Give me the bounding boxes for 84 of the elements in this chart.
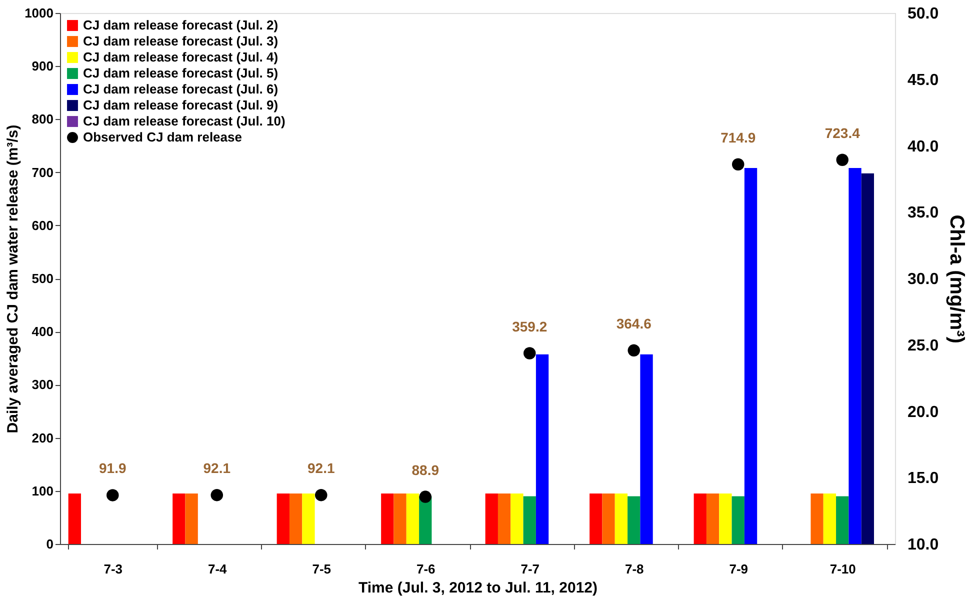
bar xyxy=(510,494,524,544)
y2-tick-label: 25.0 xyxy=(908,337,939,354)
bar xyxy=(836,496,849,544)
legend-label: CJ dam release forecast (Jul. 9) xyxy=(83,98,278,112)
bar xyxy=(614,494,628,544)
y-tick-label: 0 xyxy=(46,536,54,552)
bar xyxy=(523,496,536,544)
x-tick-label: 7-3 xyxy=(104,562,123,576)
y-tick-label: 100 xyxy=(32,483,54,498)
bar xyxy=(602,494,615,544)
bar xyxy=(172,494,186,544)
x-tick-label: 7-9 xyxy=(729,562,748,576)
x-tick-label: 7-5 xyxy=(312,562,332,576)
y-tick-label: 300 xyxy=(32,377,54,392)
bar xyxy=(68,494,81,544)
point xyxy=(524,347,536,360)
bar xyxy=(289,494,302,544)
bar xyxy=(848,168,862,544)
bar xyxy=(719,494,732,544)
bar xyxy=(485,494,498,544)
point xyxy=(106,489,119,502)
y2-tick-label: 50.0 xyxy=(908,6,939,22)
data-label: 364.6 xyxy=(616,315,652,332)
bar xyxy=(381,494,394,544)
bar xyxy=(394,494,406,544)
data-label: 92.1 xyxy=(308,460,335,476)
legend-label: CJ dam release forecast (Jul. 6) xyxy=(83,82,278,96)
legend-label: CJ dam release forecast (Jul. 10) xyxy=(83,114,286,128)
x-axis-title: Time (Jul. 3, 2012 to Jul. 11, 2012) xyxy=(358,580,598,596)
y2-tick-label: 30.0 xyxy=(908,271,939,288)
data-label: 92.1 xyxy=(203,460,231,476)
point xyxy=(315,488,328,502)
legend-label: CJ dam release forecast (Jul. 2) xyxy=(83,18,278,32)
x-tick-label: 7-6 xyxy=(416,562,436,576)
y2-tick-label: 20.0 xyxy=(908,404,939,421)
y2-tick-label: 35.0 xyxy=(908,204,939,222)
point xyxy=(419,490,432,503)
bar xyxy=(640,354,653,544)
data-label: 88.9 xyxy=(412,462,440,478)
y-tick-label: 700 xyxy=(32,164,54,180)
bar xyxy=(706,494,720,544)
bar xyxy=(185,494,198,544)
bar xyxy=(628,496,640,544)
point xyxy=(628,344,640,357)
bar xyxy=(406,494,420,544)
bar xyxy=(694,494,706,544)
bar xyxy=(732,496,744,544)
data-label: 91.9 xyxy=(99,460,126,476)
point xyxy=(836,154,848,166)
y2-tick-label: 45.0 xyxy=(908,72,939,89)
y-tick-label: 400 xyxy=(32,324,54,340)
y-tick-label: 600 xyxy=(32,218,54,233)
y-tick-label: 500 xyxy=(32,271,54,286)
y2-tick-label: 15.0 xyxy=(908,470,939,488)
y2-tick-label: 40.0 xyxy=(908,138,939,156)
bar xyxy=(536,354,549,544)
data-label: 723.4 xyxy=(824,124,860,141)
x-tick-label: 7-8 xyxy=(624,562,644,576)
x-tick-label: 7-10 xyxy=(830,562,856,576)
x-tick-label: 7-4 xyxy=(208,562,228,576)
y-tick-label: 900 xyxy=(32,58,54,74)
y-axis-title: Daily averaged CJ dam water release (m³/s) xyxy=(4,124,22,434)
bar xyxy=(590,494,602,544)
y2-axis-title: Chl-a (mg/m³) xyxy=(946,214,968,344)
data-label: 714.9 xyxy=(720,129,756,146)
bar xyxy=(823,494,836,544)
x-tick-label: 7-7 xyxy=(520,562,540,576)
bar xyxy=(744,168,758,544)
bar xyxy=(302,494,315,544)
point xyxy=(210,488,224,502)
y-tick-label: 800 xyxy=(32,112,54,127)
bar xyxy=(276,494,290,544)
bar xyxy=(498,494,511,544)
legend-label: CJ dam release forecast (Jul. 5) xyxy=(83,66,278,80)
bar xyxy=(810,494,824,544)
y-tick-label: 1000 xyxy=(24,6,54,20)
legend-label: Observed CJ dam release xyxy=(83,130,242,144)
y2-tick-label: 10.0 xyxy=(908,536,939,554)
y-tick-label: 200 xyxy=(32,430,54,446)
bar xyxy=(861,173,874,544)
legend-label: CJ dam release forecast (Jul. 4) xyxy=(83,50,278,64)
point xyxy=(732,158,744,170)
data-label: 359.2 xyxy=(512,318,548,334)
legend-label: CJ dam release forecast (Jul. 3) xyxy=(83,34,278,48)
